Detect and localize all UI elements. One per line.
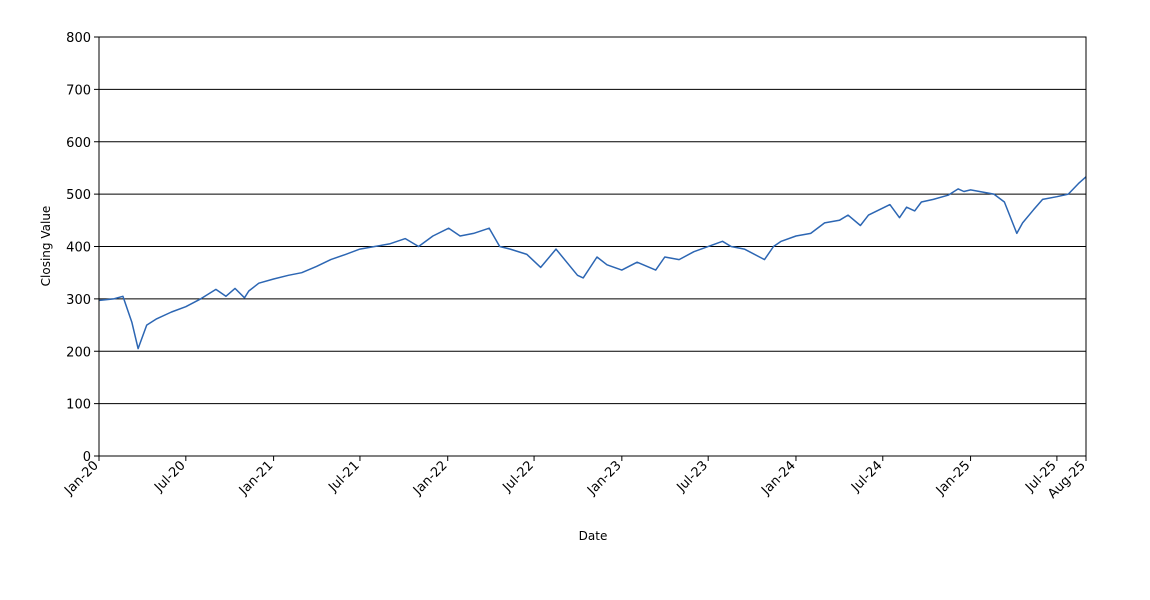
y-axis-title: Closing Value [39, 206, 53, 287]
y-tick-label-0: 0 [83, 450, 91, 465]
x-tick-label-Jul-23: Jul-23 [674, 458, 711, 495]
gridlines [99, 36, 1086, 405]
series-layer [99, 176, 1087, 350]
x-tick-label-Jul-22: Jul-22 [499, 458, 536, 495]
x-tick-label-Jan-21: Jan-21 [236, 458, 277, 499]
y-tick-label-800: 800 [66, 31, 91, 46]
y-tick-label-200: 200 [66, 345, 91, 360]
y-tick-label-600: 600 [66, 136, 91, 151]
x-ticks: Jan-20 Jul-20 Jan-21 Jul-21 Jan-22 Jul-22 Jan-… [61, 456, 1089, 502]
x-axis-title: Date [579, 529, 608, 543]
x-tick-label-Jul-24: Jul-24 [848, 458, 885, 495]
x-tick-label-Jan-25: Jan-25 [933, 458, 974, 499]
y-ticks: 0 100 200 300 400 500 600 700 800 [66, 31, 99, 465]
x-tick-label-Jan-24: Jan-24 [758, 458, 799, 499]
x-tick-label-Jan-20: Jan-20 [61, 458, 102, 499]
y-tick-label-100: 100 [66, 398, 91, 413]
y-tick-label-700: 700 [66, 83, 91, 98]
x-tick-label-Jan-22: Jan-22 [410, 458, 451, 499]
x-tick-label-Jan-23: Jan-23 [584, 458, 625, 499]
y-tick-label-500: 500 [66, 188, 91, 203]
y-tick-label-400: 400 [66, 241, 91, 256]
x-tick-label-Jul-20: Jul-20 [151, 458, 188, 495]
series-line-0 [99, 176, 1087, 350]
x-tick-label-Jul-21: Jul-21 [325, 458, 362, 495]
y-tick-label-300: 300 [66, 293, 91, 308]
